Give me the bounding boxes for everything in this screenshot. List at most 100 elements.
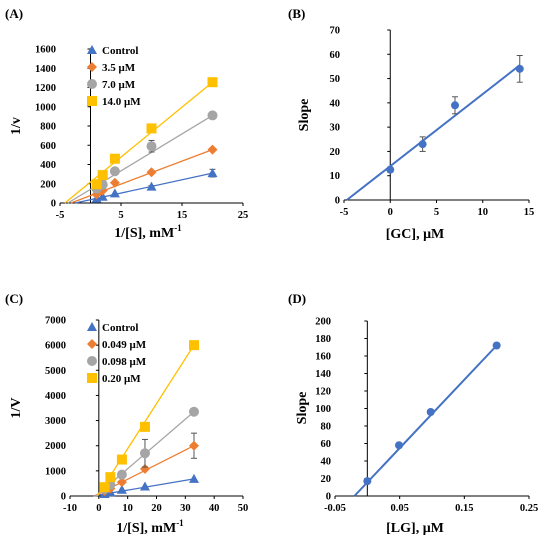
data-point — [492, 341, 501, 350]
x-tick-label: -0.05 — [324, 503, 346, 514]
legend-label: 0.098 μM — [102, 356, 147, 368]
x-axis-title: [LG], μM — [386, 521, 444, 536]
legend-label: 3.5 μM — [102, 62, 136, 74]
y-tick-label: 1200 — [35, 83, 56, 94]
trend-line — [346, 64, 521, 201]
x-tick-label: 30 — [180, 503, 191, 514]
data-point — [188, 406, 199, 417]
x-tick-label: 10 — [122, 503, 133, 514]
data-point — [188, 340, 199, 351]
legend-label: 7.0 μM — [102, 79, 136, 91]
y-tick-label: 200 — [40, 179, 56, 190]
data-point — [207, 168, 218, 178]
x-tick-label: 0.25 — [520, 503, 538, 514]
series-0.20 μM — [96, 340, 199, 497]
data-point — [451, 101, 459, 110]
legend-label: 0.20 μM — [102, 373, 141, 385]
data-point — [116, 469, 127, 480]
y-tick-label: 20 — [330, 147, 341, 158]
x-tick-label: 10 — [478, 207, 489, 218]
y-tick-label: 400 — [40, 160, 56, 171]
x-tick-label: 25 — [238, 210, 249, 221]
legend-marker — [87, 62, 97, 72]
y-tick-label: 70 — [330, 26, 341, 37]
data-point — [109, 188, 120, 198]
legend: Control 3.5 μM 7.0 μM 14.0 μM — [87, 45, 141, 108]
y-axis-title: Slope — [297, 99, 312, 132]
x-axis-title-superscript: -1 — [174, 223, 182, 233]
y-tick-label: 1400 — [35, 64, 56, 75]
data-point — [109, 153, 120, 164]
chart-panel-1: (A) 0 200 400 600 800 1000 1200 1400 1600 -5 5 15 25 1… — [5, 6, 248, 241]
y-tick-label: 0 — [335, 196, 340, 207]
legend-marker — [87, 96, 97, 106]
data-point — [116, 454, 127, 465]
data-point — [207, 144, 218, 155]
y-tick-label: 0 — [51, 199, 56, 210]
data-point — [146, 167, 157, 178]
data-point — [515, 64, 524, 73]
legend-marker — [87, 79, 97, 89]
y-tick-label: 0 — [326, 492, 331, 503]
x-tick-label: 0 — [388, 207, 393, 218]
y-tick-label: 50 — [330, 74, 341, 85]
trend-line — [353, 344, 498, 497]
y-tick-label: 1000 — [45, 466, 66, 477]
legend-marker — [87, 45, 97, 54]
x-tick-label: -10 — [63, 503, 77, 514]
data-point — [146, 141, 157, 152]
data-point — [116, 484, 127, 494]
x-axis-title-main: 1/[S], mM — [114, 226, 174, 241]
y-axis-title: 1/v — [9, 117, 24, 135]
data-point — [418, 140, 427, 149]
x-tick-label: -5 — [56, 210, 65, 221]
x-tick-label: -5 — [340, 207, 349, 218]
y-tick-label: 5000 — [45, 366, 66, 377]
x-tick-label: 15 — [524, 207, 535, 218]
data-point — [139, 463, 150, 474]
legend: Control 0.049 μM 0.098 μM 0.20 μM — [87, 322, 147, 385]
data-point — [116, 477, 127, 488]
series-3.5 μM — [70, 144, 218, 204]
y-tick-label: 30 — [330, 123, 341, 134]
data-point — [146, 123, 157, 134]
legend-marker — [87, 373, 97, 383]
x-tick-label: 20 — [151, 503, 162, 514]
data-point — [109, 177, 120, 188]
data-point — [139, 421, 150, 432]
trend-line — [67, 114, 213, 204]
legend-label: 14.0 μM — [102, 96, 141, 108]
data-point — [188, 440, 199, 451]
legend-label: Control — [102, 45, 138, 57]
y-axis-title: Slope — [295, 392, 310, 425]
series-14.0 μM — [64, 77, 218, 204]
y-tick-label: 200 — [315, 317, 331, 328]
data-point — [146, 181, 157, 191]
x-axis-title: [GC], μM — [386, 227, 444, 242]
y-tick-label: 6000 — [45, 341, 66, 352]
data-point — [207, 77, 218, 88]
x-axis-title: 1/[S], mM-1 — [116, 518, 184, 536]
y-tick-label: 100 — [315, 404, 331, 415]
y-tick-label: 60 — [330, 50, 341, 61]
series-slope — [346, 55, 524, 201]
legend-marker — [87, 356, 97, 366]
x-axis-title-main: [LG], μM — [386, 521, 444, 536]
x-axis-title-superscript: -1 — [176, 518, 184, 528]
panel-label: (B) — [288, 6, 305, 21]
y-tick-label: 1000 — [35, 102, 56, 113]
y-tick-label: 40 — [321, 457, 332, 468]
data-point — [363, 477, 372, 486]
series-slope — [353, 341, 501, 497]
trend-line — [64, 81, 213, 204]
y-tick-label: 3000 — [45, 416, 66, 427]
y-tick-label: 160 — [315, 352, 331, 363]
legend-label: 0.049 μM — [102, 339, 147, 351]
legend-marker — [87, 322, 97, 331]
data-point — [139, 448, 150, 459]
y-tick-label: 40 — [330, 98, 341, 109]
y-tick-label: 10 — [330, 171, 341, 182]
y-tick-label: 1600 — [35, 45, 56, 56]
